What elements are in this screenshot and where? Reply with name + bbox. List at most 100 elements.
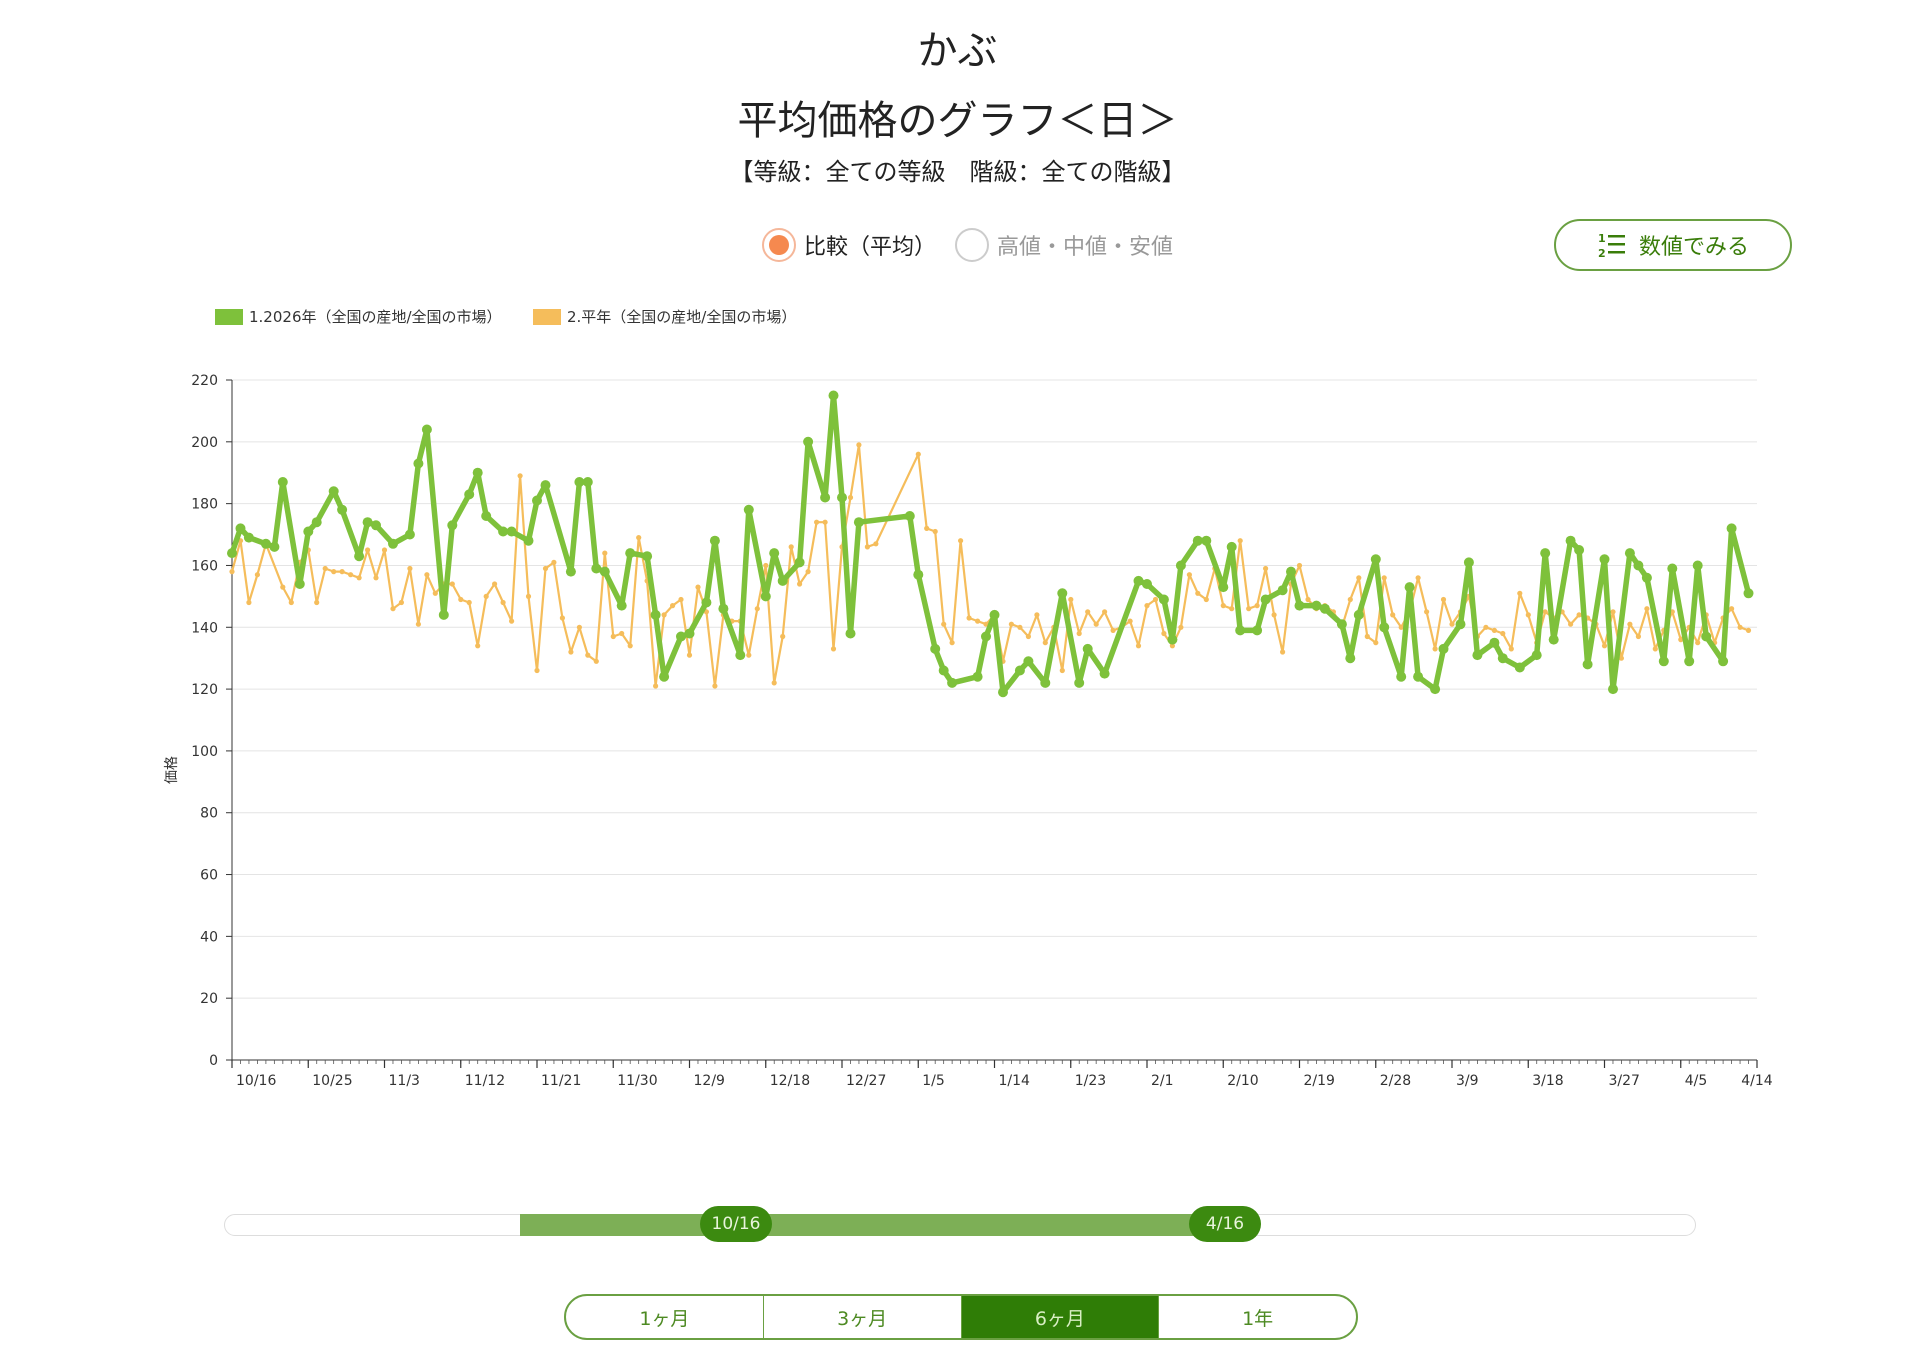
series-2026-point	[837, 492, 847, 503]
series-normal-year-point	[1576, 612, 1582, 618]
series-normal-year-point	[475, 643, 481, 649]
series-2026-point	[938, 665, 949, 676]
series-2026-point	[845, 628, 856, 639]
series-normal-year-point	[492, 581, 498, 587]
x-tick-label: 11/30	[617, 1073, 657, 1089]
x-tick-label: 10/16	[236, 1073, 276, 1089]
x-tick-label: 2/1	[1151, 1073, 1174, 1089]
legend-item-2026[interactable]: 1.2026年（全国の産地/全国の市場）	[215, 306, 502, 327]
series-normal-year-point	[1610, 609, 1616, 615]
series-2026-point	[599, 566, 610, 577]
series-2026-point	[709, 535, 720, 546]
series-normal-year-point	[1508, 646, 1514, 652]
series-2026-point	[676, 631, 686, 642]
period-tab-1-year[interactable]: 1年	[1242, 1307, 1274, 1330]
series-normal-year-point	[915, 451, 921, 457]
series-2026-point	[1158, 594, 1169, 605]
series-2026-point	[1167, 634, 1178, 645]
series-2026-point	[989, 609, 1000, 620]
series-normal-year-point	[627, 643, 633, 649]
series-normal-year-point	[1373, 640, 1379, 646]
series-normal-year-point	[1110, 627, 1116, 633]
series-2026-point	[1667, 563, 1678, 574]
x-tick-label: 11/3	[389, 1073, 420, 1089]
series-2026-point	[303, 526, 314, 537]
series-normal-year-point	[1135, 643, 1142, 649]
series-2026-point	[1701, 631, 1712, 642]
period-tab-1-month[interactable]: 1ヶ月	[566, 1296, 764, 1338]
legend-swatch-normal-year	[533, 308, 561, 325]
radio-selected-icon[interactable]	[762, 228, 796, 262]
series-2026-point	[235, 523, 246, 534]
series-normal-year-point	[873, 541, 879, 547]
series-2026-point	[1336, 619, 1347, 630]
series-2026-point	[540, 480, 551, 491]
series-normal-year-point	[754, 606, 760, 612]
series-2026-point	[260, 538, 271, 549]
series-normal-year-point	[1246, 606, 1252, 612]
price-line-chart: 0 20 40 60 80 100 120 140 160 180 200 220 10/16 10/25…	[164, 373, 1773, 1089]
series-normal-year-point	[1627, 621, 1633, 627]
series-normal-year-point	[670, 603, 676, 609]
series-normal-year-point	[661, 612, 667, 618]
view-values-button[interactable]: 1 2 数値でみる	[1554, 219, 1792, 271]
series-normal-year-point	[1440, 596, 1447, 603]
series-normal-year-point	[788, 544, 794, 550]
range-start-handle[interactable]: 10/16	[700, 1206, 772, 1242]
series-2026-point	[404, 529, 415, 540]
x-tick-label: 11/12	[465, 1073, 505, 1089]
series-normal-year-point	[1296, 562, 1303, 569]
series-2026-point	[1692, 560, 1703, 571]
x-tick-label: 10/25	[312, 1073, 352, 1089]
series-normal-year-point	[678, 596, 684, 603]
series-2026-point	[1218, 582, 1229, 593]
series-normal-year-point	[1525, 612, 1531, 618]
x-tick-label: 12/18	[770, 1073, 810, 1089]
series-normal-year-point	[1568, 621, 1574, 627]
y-tick-label: 100	[191, 744, 218, 760]
legend-item-normal-year[interactable]: 2.平年（全国の産地/全国の市場）	[533, 306, 796, 327]
series-normal-year-point	[1432, 646, 1438, 652]
series-2026-point	[1396, 671, 1407, 682]
series-2026-point	[1192, 535, 1203, 546]
series-normal-year-point	[1220, 603, 1226, 609]
series-2026-point	[904, 511, 915, 521]
series-2026-point	[1438, 643, 1449, 654]
series-normal-year-point	[941, 621, 947, 627]
series-normal-year-point	[415, 621, 421, 627]
series-2026-point	[1353, 609, 1364, 620]
series-normal-year-point	[314, 599, 320, 606]
series-2026-point	[625, 548, 636, 559]
series-2026-point	[277, 477, 288, 487]
range-end-handle[interactable]: 4/16	[1189, 1206, 1261, 1242]
period-tab-6-months[interactable]: 6ヶ月	[961, 1296, 1160, 1338]
series-normal-year-point	[1042, 640, 1048, 646]
series-normal-year-point	[517, 473, 523, 479]
series-normal-year-point	[280, 584, 286, 590]
series-2026-point	[337, 504, 348, 515]
series-normal-year-point	[509, 618, 515, 624]
series-2026-point	[227, 548, 237, 559]
y-tick-label: 60	[200, 868, 218, 884]
view-values-label: 数値でみる	[1638, 235, 1749, 260]
series-normal-year-point	[1390, 612, 1396, 618]
series-2026-point	[1277, 585, 1288, 596]
mode-high-mid-low[interactable]: 高値・中値・安値	[955, 225, 1173, 265]
series-normal-year-point	[712, 683, 718, 689]
series-normal-year-point	[407, 565, 413, 572]
series-normal-year-point	[1356, 575, 1362, 581]
radio-unselected-icon[interactable]	[955, 228, 989, 262]
y-tick-label: 120	[191, 682, 218, 698]
series-2026-point	[1624, 548, 1635, 559]
date-range-selected-fill[interactable]	[520, 1214, 1225, 1236]
series-normal-year-point	[1017, 624, 1023, 630]
series-normal-year-point	[1271, 612, 1277, 618]
series-normal-year-point	[1424, 609, 1430, 615]
series-normal-year-point	[1305, 596, 1311, 603]
mode-compare-average[interactable]: 比較（平均）	[762, 225, 936, 265]
series-normal-year-point	[983, 621, 989, 627]
series-2026-point	[1311, 600, 1322, 611]
series-normal-year-point	[864, 544, 871, 550]
period-tab-3-months[interactable]: 3ヶ月	[764, 1296, 962, 1338]
series-normal-year-point	[1068, 596, 1074, 603]
